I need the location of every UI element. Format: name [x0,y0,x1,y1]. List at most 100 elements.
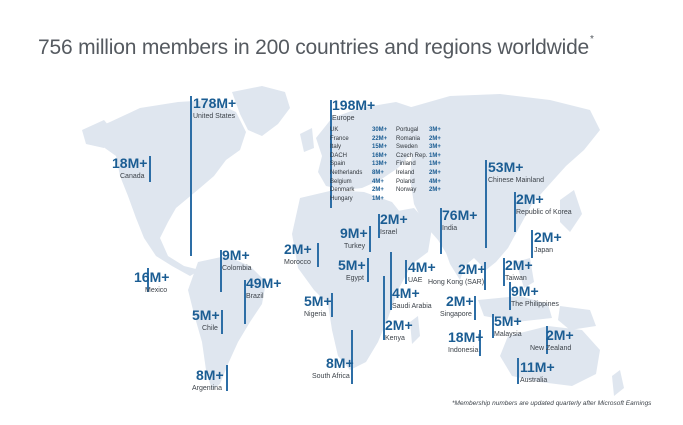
marker-south-africa[interactable]: 8M+ South Africa [312,356,354,381]
marker-value: 18M+ [112,155,148,171]
marker-value: 49M+ [246,275,282,291]
marker-label: Colombia [222,265,252,272]
marker-value: 2M+ [534,229,562,245]
marker-europe[interactable]: 198M+ Europe [332,98,375,123]
marker-turkey[interactable]: 9M+ Turkey [340,226,368,251]
marker-label: Chinese Mainland [488,177,545,184]
marker-label: New Zealand [530,345,572,352]
marker-saudi-arabia[interactable]: 4M+ Saudi Arabia [392,286,432,311]
marker-label: Indonesia [448,347,479,354]
marker-label: Saudi Arabia [392,303,432,310]
marker-australia[interactable]: 11M+ Australia [520,360,555,385]
marker-chile[interactable]: 5M+ Chile [192,308,220,333]
marker-hong-kong[interactable]: 2M+ Hong Kong (SAR) [428,262,486,287]
marker-india[interactable]: 76M+ India [442,208,477,233]
page-title: 756 million members in 200 countries and… [38,34,594,59]
marker-value: 5M+ [192,307,220,323]
marker-value: 2M+ [516,191,544,207]
marker-value: 178M+ [193,95,237,111]
europe-row: Belgium 4M+ Poland 4M+ [330,178,441,185]
marker-label: Turkey [344,243,366,250]
europe-row: UK 30M+ Portugal 3M+ [330,127,441,133]
marker-label: Singapore [440,311,472,318]
marker-label: Hong Kong (SAR) [428,279,485,286]
marker-label: Europe [332,115,355,122]
marker-morocco[interactable]: 2M+ Morocco [284,242,312,267]
marker-colombia[interactable]: 9M+ Colombia [222,248,252,273]
marker-label: Kenya [385,335,405,342]
marker-egypt[interactable]: 5M+ Egypt [338,258,366,283]
marker-value: 76M+ [442,207,478,223]
marker-value: 4M+ [392,285,420,301]
marker-label: The Philippines [511,301,559,308]
marker-label: Republic of Korea [516,209,572,216]
marker-label: Chile [202,325,218,332]
marker-label: Israel [380,229,398,236]
marker-label: Mexico [145,287,168,294]
europe-row: Netherlands 8M+ Ireland 2M+ [330,169,441,176]
marker-value: 2M+ [546,327,574,343]
marker-value: 2M+ [380,211,408,227]
marker-canada[interactable]: 18M+ Canada [112,156,147,181]
marker-value: 5M+ [494,313,522,329]
marker-value: 8M+ [326,355,354,371]
marker-value: 18M+ [448,329,484,345]
marker-label: Taiwan [505,275,527,282]
marker-value: 9M+ [340,225,368,241]
marker-value: 11M+ [520,359,555,375]
marker-label: Canada [120,173,145,180]
marker-japan[interactable]: 2M+ Japan [534,230,562,255]
marker-value: 16M+ [134,269,170,285]
marker-value: 2M+ [505,257,533,273]
marker-taiwan[interactable]: 2M+ Taiwan [505,258,533,283]
marker-uae[interactable]: 4M+ UAE [408,260,436,285]
europe-row: DACH 16M+ Czech Rep. 1M+ [330,152,441,159]
marker-label: South Africa [312,373,350,380]
marker-value: 2M+ [458,261,486,277]
europe-row: Spain 13M+ Finland 1M+ [330,161,441,168]
europe-row: Denmark 2M+ Norway 2M+ [330,187,441,194]
marker-mexico[interactable]: 16M+ Mexico [134,270,169,295]
marker-kenya[interactable]: 2M+ Kenya [385,318,413,343]
europe-row: France 22M+ Romania 2M+ [330,135,441,142]
marker-value: 2M+ [446,293,474,309]
marker-indonesia[interactable]: 18M+ Indonesia [448,330,483,355]
marker-label: Morocco [284,259,311,266]
marker-label: UAE [408,277,423,284]
marker-label: United States [193,113,236,120]
marker-korea[interactable]: 2M+ Republic of Korea [516,192,572,217]
marker-value: 2M+ [385,317,413,333]
marker-value: 9M+ [222,247,250,263]
marker-value: 9M+ [511,283,539,299]
marker-value: 8M+ [196,367,224,383]
marker-label: Australia [520,377,548,384]
marker-value: 4M+ [408,259,436,275]
marker-label: Nigeria [304,311,327,318]
marker-argentina[interactable]: 8M+ Argentina [192,368,224,393]
marker-israel[interactable]: 2M+ Israel [380,212,408,237]
marker-label: Malaysia [494,331,522,338]
europe-breakdown: UK 30M+ Portugal 3M+ France 22M+ Romania 2M+ I… [330,126,445,203]
marker-singapore[interactable]: 2M+ Singapore [440,294,474,319]
marker-label: Brazil [246,293,264,300]
europe-row: Hungary 1M+ [330,195,384,202]
marker-label: Egypt [346,275,364,282]
marker-philippines[interactable]: 9M+ The Philippines [511,284,559,309]
europe-row: Italy 15M+ Sweden 3M+ [330,144,441,151]
marker-value: 5M+ [338,257,366,273]
marker-label: India [442,225,458,232]
marker-new-zealand[interactable]: 2M+ New Zealand [530,328,574,353]
marker-nigeria[interactable]: 5M+ Nigeria [304,294,332,319]
marker-value: 53M+ [488,159,524,175]
marker-value: 5M+ [304,293,332,309]
marker-label: Argentina [192,385,222,392]
marker-chinese-mainland[interactable]: 53M+ Chinese Mainland [488,160,544,185]
marker-united-states[interactable]: 178M+ United States [193,96,236,121]
marker-label: Japan [534,247,554,254]
marker-malaysia[interactable]: 5M+ Malaysia [494,314,522,339]
marker-value: 198M+ [332,97,376,113]
marker-brazil[interactable]: 49M+ Brazil [246,276,281,301]
marker-value: 2M+ [284,241,312,257]
footnote: *Membership numbers are updated quarterl… [452,400,652,407]
